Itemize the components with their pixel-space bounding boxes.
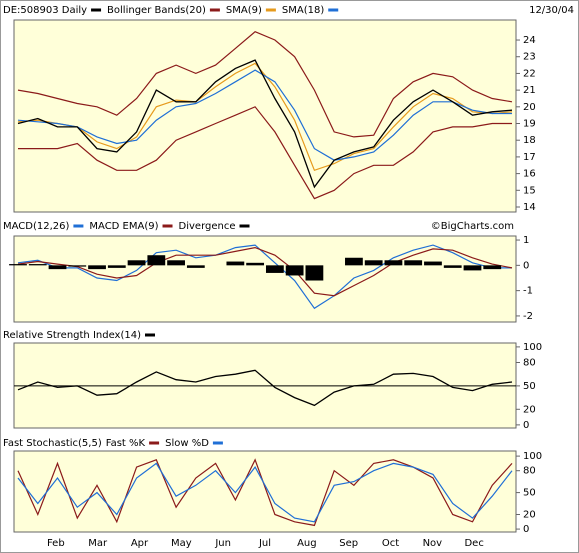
chart-title: DE:508903 Daily	[3, 5, 87, 16]
series-line	[17, 462, 513, 523]
divergence-bar	[345, 257, 363, 266]
divergence-bar	[463, 265, 482, 271]
legend-swatch	[212, 441, 223, 445]
series-line	[17, 458, 513, 527]
divergence-bar	[9, 264, 27, 266]
series-line	[17, 369, 513, 407]
legend-swatch	[149, 441, 160, 445]
legend-label: MACD(12,26)	[3, 221, 70, 232]
divergence-bar	[28, 264, 47, 266]
y-tick-label: 100	[523, 342, 542, 353]
divergence-bar	[226, 261, 245, 266]
x-tick-label: Feb	[47, 538, 65, 549]
divergence-bar	[384, 260, 403, 266]
x-tick-label: Apr	[131, 538, 149, 549]
source-label: ©BigCharts.com	[431, 221, 514, 232]
y-tick-label: 23	[523, 52, 536, 63]
x-tick-label: Nov	[423, 538, 443, 549]
divergence-bar	[443, 265, 462, 268]
y-tick-label: 80	[523, 357, 536, 368]
legend-swatch	[145, 333, 155, 337]
y-tick-label: 22	[523, 68, 536, 79]
x-tick-label: Aug	[297, 538, 317, 549]
y-tick-label: 24	[523, 35, 536, 46]
band-lower	[18, 106, 512, 200]
series-line	[17, 62, 513, 172]
divergence-bar	[107, 265, 126, 268]
divergence-bar	[265, 265, 284, 273]
divergence-bar	[364, 260, 383, 266]
legend-label: Relative Strength Index(14)	[3, 330, 141, 341]
legend-swatch	[265, 8, 276, 12]
divergence-bar	[48, 265, 67, 270]
y-tick-label: -2	[523, 311, 533, 322]
y-tick-label: 20	[523, 102, 536, 113]
y-tick-label: 0	[523, 260, 529, 271]
x-tick-label: Jul	[258, 538, 271, 549]
divergence-bar	[305, 265, 324, 281]
y-tick-label: 1	[523, 235, 529, 246]
y-tick-label: 18	[523, 135, 536, 146]
series-line	[17, 244, 512, 310]
legend-swatch	[328, 8, 339, 12]
divergence-bar	[246, 262, 265, 266]
x-tick-label: Sep	[339, 538, 358, 549]
series-line	[17, 246, 513, 297]
band-upper	[17, 31, 513, 138]
x-tick-label: Mar	[88, 538, 108, 549]
legend-label: Fast %K	[106, 438, 146, 449]
y-tick-label: 50	[523, 381, 536, 392]
legend-label: SMA(18)	[282, 5, 324, 16]
y-tick-label: 19	[523, 119, 536, 130]
legend-label: Slow %D	[165, 438, 209, 449]
x-tick-label: Oct	[382, 538, 399, 549]
x-tick-label: May	[171, 538, 192, 549]
divergence-bar	[404, 260, 423, 266]
panel	[13, 450, 517, 533]
y-tick-label: 14	[523, 202, 536, 213]
legend-label: MACD EMA(9)	[89, 221, 158, 232]
y-tick-label: 50	[523, 488, 536, 499]
x-tick-label: Dec	[464, 538, 483, 549]
y-tick-label: -1	[523, 286, 533, 297]
y-tick-label: 20	[523, 404, 536, 415]
divergence-bar	[167, 260, 185, 266]
legend-swatch	[209, 8, 220, 12]
panel	[13, 19, 517, 213]
date-label: 12/30/04	[529, 5, 574, 16]
divergence-bar	[285, 265, 304, 276]
y-tick-label: 0	[523, 524, 529, 535]
legend-swatch	[239, 224, 250, 228]
y-tick-label: 20	[523, 509, 536, 520]
divergence-bar	[147, 255, 166, 266]
y-tick-label: 0	[523, 420, 529, 431]
legend-swatch	[73, 224, 84, 228]
series-line	[17, 69, 512, 161]
y-tick-label: 21	[523, 85, 536, 96]
divergence-bar	[186, 265, 205, 268]
y-tick-label: 17	[523, 152, 536, 163]
y-tick-label: 15	[523, 185, 536, 196]
y-tick-label: 100	[523, 451, 542, 462]
series-line	[17, 59, 513, 189]
panel	[13, 235, 517, 323]
divergence-bar	[424, 261, 442, 266]
divergence-bar	[483, 265, 502, 270]
divergence-bar	[88, 265, 106, 270]
y-tick-label: 80	[523, 466, 536, 477]
legend-label: Bollinger Bands(20)	[107, 5, 206, 16]
divergence-bar	[68, 265, 87, 267]
legend-swatch	[91, 8, 102, 12]
legend-label: SMA(9)	[226, 5, 262, 16]
legend-swatch	[162, 224, 173, 228]
legend-label: Divergence	[179, 221, 236, 232]
chart-title: Fast Stochastic(5,5)	[3, 438, 102, 449]
x-tick-label: Jun	[214, 538, 231, 549]
y-tick-label: 16	[523, 169, 536, 180]
divergence-bar	[127, 260, 146, 266]
